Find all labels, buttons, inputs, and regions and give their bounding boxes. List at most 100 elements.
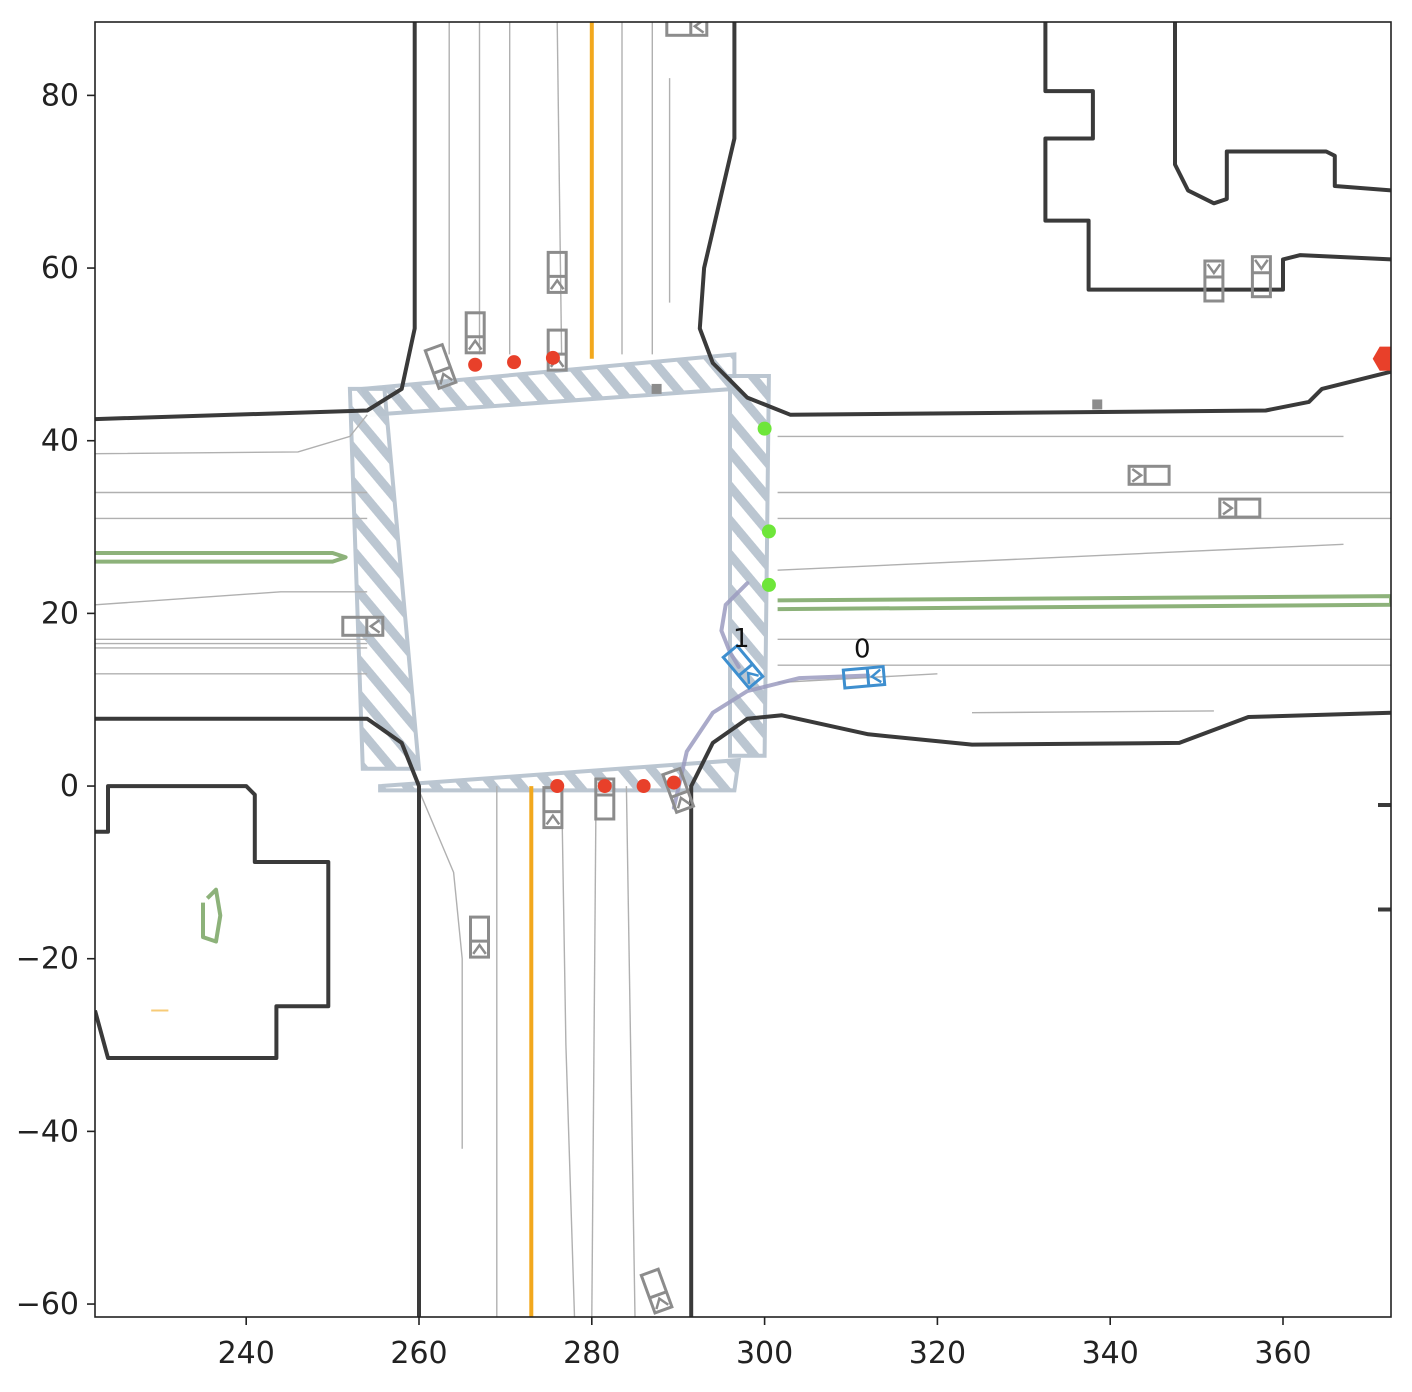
x-tick-label: 240 (218, 1336, 275, 1371)
crosswalk (728, 374, 771, 758)
stop-point (468, 357, 483, 372)
y-tick-label: −40 (16, 1114, 79, 1149)
other-vehicle-body (341, 615, 385, 637)
agent-1-divider (737, 663, 754, 677)
agent-1-arrow (746, 671, 759, 684)
bike-lane (95, 551, 348, 564)
other-vehicle-divider (648, 1290, 667, 1300)
x-tick-label: 300 (736, 1336, 793, 1371)
agent-0-divider (865, 667, 871, 687)
lane-line (625, 786, 636, 1317)
vehicle-layer (341, 22, 1272, 1315)
stop-point (550, 779, 565, 794)
other-vehicle-body (1127, 464, 1171, 486)
road-edge (697, 22, 1391, 417)
road-edge (1173, 22, 1391, 206)
x-tick-label: 260 (390, 1336, 447, 1371)
other-vehicle-body (423, 342, 458, 391)
lane-line (418, 790, 463, 1149)
agent-0-body (841, 664, 887, 690)
other-vehicle-body (1203, 259, 1225, 303)
other-vehicle-body (660, 766, 696, 815)
other-vehicle-arrow (1206, 263, 1222, 276)
lane-line (95, 414, 368, 455)
other-vehicle-arrow (676, 795, 691, 809)
other-vehicle (660, 766, 696, 815)
other-vehicle (423, 342, 458, 391)
agent-1 (721, 643, 765, 691)
lane-line (777, 543, 1344, 571)
other-vehicle-arrow (1131, 467, 1144, 483)
green-signal (757, 421, 772, 436)
other-vehicle-body (639, 1267, 674, 1315)
lane-line (971, 710, 1214, 714)
trajectory (671, 673, 871, 810)
other-vehicle-body (594, 777, 616, 821)
trajectory-layer (671, 581, 871, 810)
other-vehicle (341, 615, 385, 637)
stop-point (545, 350, 560, 365)
x-tick-label: 360 (1254, 1336, 1311, 1371)
other-vehicle (546, 250, 568, 294)
x-tick-label: 320 (909, 1336, 966, 1371)
other-vehicle-divider (432, 365, 451, 375)
y-tick-label: 40 (41, 424, 79, 459)
other-vehicle-arrow (1222, 500, 1234, 516)
other-vehicle-arrow (545, 813, 561, 826)
trajectory (719, 581, 750, 669)
green-signal (761, 577, 776, 592)
other-vehicle-arrow (472, 942, 487, 955)
other-vehicle (639, 1267, 674, 1315)
other-vehicle-arrow (467, 338, 483, 351)
other-vehicle-body (665, 22, 709, 37)
bike-lane (777, 594, 1391, 612)
agent-0 (841, 664, 887, 690)
road-edge (689, 710, 1391, 1317)
other-vehicle (1127, 464, 1171, 486)
other-vehicle-body (464, 311, 486, 355)
road-edge-layer (95, 22, 1391, 1317)
other-vehicle-body (546, 250, 568, 294)
road-edge (95, 716, 421, 1317)
small-marker (651, 383, 662, 394)
other-vehicle-divider (670, 789, 689, 799)
other-vehicle-arrow (439, 371, 453, 385)
y-tick-label: −60 (16, 1287, 79, 1322)
small-marker (1092, 399, 1103, 410)
agent-label-1: 1 (733, 624, 750, 654)
other-vehicle-arrow (368, 618, 381, 634)
stop-point (597, 779, 612, 794)
other-vehicle (469, 915, 490, 959)
lane-line (95, 591, 368, 606)
other-vehicle (1203, 259, 1225, 303)
agent-layer: 01 (721, 624, 887, 691)
agent-label-0: 0 (854, 634, 871, 664)
other-vehicle-body (546, 328, 568, 372)
lane-line (556, 22, 563, 355)
lane-layer (95, 22, 1391, 1317)
road-edge (95, 22, 417, 422)
y-tick-label: −20 (16, 942, 79, 977)
lane-line (560, 786, 576, 1317)
road-edge (1043, 22, 1391, 292)
other-vehicle-body (1250, 255, 1272, 299)
green-signal (761, 524, 776, 539)
other-vehicle-arrow (549, 278, 565, 290)
bike-lane (201, 887, 223, 944)
red-hexagon (1372, 346, 1391, 371)
stop-point (666, 775, 681, 790)
road-edge (95, 784, 331, 1060)
y-tick-label: 20 (41, 596, 79, 631)
lane-line (591, 786, 597, 1317)
agent-0-arrow (869, 668, 882, 684)
signal-layer (468, 346, 1391, 794)
stop-point (636, 779, 651, 794)
y-tick-label: 80 (41, 78, 79, 113)
other-vehicle-arrow (1254, 259, 1269, 271)
other-vehicle (464, 311, 486, 355)
y-tick-label: 60 (41, 251, 79, 286)
other-vehicle (1250, 255, 1272, 299)
stop-point (507, 355, 522, 370)
